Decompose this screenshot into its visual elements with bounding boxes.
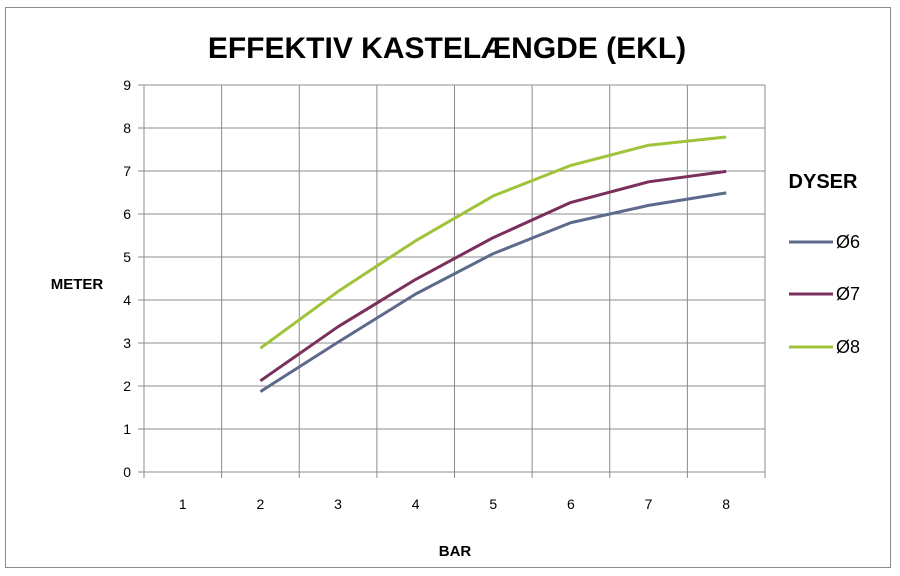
- y-tick-label: 9: [123, 77, 131, 93]
- y-tick-label: 7: [123, 163, 131, 179]
- legend: Ø6 Ø7 Ø8: [789, 232, 860, 357]
- x-tick-label: 5: [489, 496, 497, 512]
- chart-frame: [5, 7, 891, 568]
- legend-title: DYSER: [789, 171, 858, 193]
- y-tick-label: 3: [123, 335, 131, 351]
- x-tick-label: 8: [722, 496, 730, 512]
- y-tick-label: 1: [123, 421, 131, 437]
- x-tick-label: 6: [567, 496, 575, 512]
- y-tick-label: 4: [123, 292, 131, 308]
- series-line-2: [259, 169, 727, 383]
- x-axis-label: BAR: [439, 543, 472, 560]
- legend-label-1: Ø6: [836, 232, 860, 252]
- y-tick-label: 5: [123, 249, 131, 265]
- series-lines: [259, 135, 727, 393]
- y-tick-label: 8: [123, 120, 131, 136]
- series-line-3: [259, 135, 727, 350]
- y-tick-label: 0: [123, 464, 131, 480]
- x-tick-label: 1: [179, 496, 187, 512]
- y-tick-label: 6: [123, 206, 131, 222]
- x-tick-label: 7: [645, 496, 653, 512]
- chart-title: EFFEKTIV KASTELÆNGDE (EKL): [208, 32, 686, 65]
- legend-label-3: Ø8: [836, 337, 860, 357]
- x-tick-label: 2: [257, 496, 265, 512]
- grid: [138, 84, 766, 478]
- y-tick-label: 2: [123, 378, 131, 394]
- legend-label-2: Ø7: [836, 284, 860, 304]
- x-tick-label: 3: [334, 496, 342, 512]
- x-tick-label: 4: [412, 496, 420, 512]
- tick-labels: 0 1 2 3 4 5 6 7 8 9 1 2 3 4 5 6 7 8: [123, 77, 730, 512]
- series-line-1: [259, 191, 727, 393]
- y-axis-label: METER: [51, 276, 104, 293]
